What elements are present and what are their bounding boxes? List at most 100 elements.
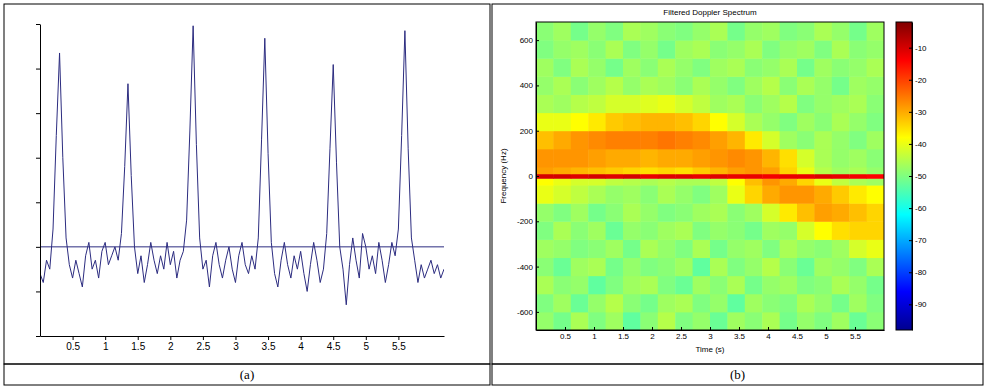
colorbar-tick: -50 (909, 172, 927, 181)
heatmap-cell (571, 167, 589, 174)
heatmap-cell (658, 239, 676, 258)
heatmap-cell (710, 276, 728, 295)
heatmap-cell (710, 174, 728, 179)
heatmap-cell (606, 22, 624, 41)
heatmap-cell (849, 22, 867, 41)
colorbar-tick: -20 (909, 76, 927, 85)
heatmap-cell (867, 113, 884, 132)
x-tick-label: 0.5 (66, 341, 80, 352)
heatmap-cell (693, 40, 711, 59)
heatmap-cell (536, 258, 554, 277)
heatmap-cell (849, 58, 867, 77)
heatmap-cell (675, 58, 693, 77)
heatmap-cell (867, 131, 884, 150)
heatmap-cell (832, 58, 850, 77)
panel-frame (492, 4, 983, 364)
heatmap-cell (727, 131, 745, 150)
heatmap-cell (571, 258, 589, 277)
heatmap-cell (727, 276, 745, 295)
heatmap-cell (849, 76, 867, 95)
x-tick: 1 (592, 327, 597, 341)
heatmap-cell (675, 258, 693, 277)
heatmap-cell (588, 276, 606, 295)
x-tick: 0.5 (560, 327, 572, 341)
heatmap-cell (640, 22, 658, 41)
heatmap-cell (693, 221, 711, 240)
heatmap-cell (797, 94, 815, 113)
x-tick-mark (768, 327, 769, 330)
heatmap-cell (623, 94, 641, 113)
heatmap-cell (780, 178, 798, 185)
colorbar-tick: -90 (909, 300, 927, 309)
heatmap-cell (797, 312, 815, 330)
heatmap-cell (588, 22, 606, 41)
heatmap-cell (623, 312, 641, 330)
heatmap-cell (780, 276, 798, 295)
heatmap-cell (762, 113, 780, 132)
heatmap-cell (553, 40, 571, 59)
heatmap-cell (658, 221, 676, 240)
x-tick: 5 (824, 327, 829, 341)
heatmap-cell (849, 131, 867, 150)
heatmap-cell (693, 167, 711, 174)
heatmap-cell (640, 258, 658, 277)
y-tick (36, 202, 40, 203)
x-tick-mark (826, 327, 827, 330)
heatmap-cell (658, 312, 676, 330)
x-tick: 3 (708, 327, 713, 341)
heatmap-cell (745, 167, 763, 174)
heatmap-cell (745, 58, 763, 77)
heatmap-cell (814, 40, 832, 59)
x-tick-mark (855, 327, 856, 330)
heatmap-cell (658, 276, 676, 295)
x-tick-label: 3.5 (262, 341, 276, 352)
colorbar-tick-mark (909, 304, 912, 305)
heatmap-cell (727, 239, 745, 258)
heatmap-cell (536, 174, 554, 179)
heatmap-cell (588, 58, 606, 77)
x-tick: 4.5 (327, 336, 341, 352)
heatmap-cell (832, 312, 850, 330)
x-tick-mark (652, 327, 653, 330)
heatmap-cell (536, 294, 554, 313)
y-tick: -600 (517, 308, 539, 317)
heatmap-cell (623, 203, 641, 222)
y-tick-label: -400 (517, 263, 534, 272)
y-tick-mark (536, 131, 539, 132)
y-tick-mark (36, 158, 40, 159)
heatmap-cell (536, 94, 554, 113)
x-axis-title: Time (s) (695, 345, 724, 354)
heatmap-cell (710, 185, 728, 204)
x-axis: 0.511.522.533.544.555.5 (537, 327, 885, 341)
x-tick-mark (235, 336, 236, 340)
heatmap-cell (623, 167, 641, 174)
heatmap-cell (762, 22, 780, 41)
heatmap-cell (571, 203, 589, 222)
heatmap-cell (867, 185, 884, 204)
y-tick (36, 69, 40, 70)
heatmap-cell (658, 76, 676, 95)
heatmap-cell (658, 149, 676, 168)
heatmap-cell (588, 149, 606, 168)
heatmap-cell (745, 258, 763, 277)
x-tick-label: 2.5 (196, 341, 210, 352)
heatmap-cell (710, 131, 728, 150)
heatmap-cell (762, 312, 780, 330)
colorbar-tick: -70 (909, 236, 927, 245)
heatmap-cell (710, 167, 728, 174)
heatmap-cell (675, 113, 693, 132)
heatmap-cell (640, 178, 658, 185)
heatmap-cell (571, 40, 589, 59)
heatmap-cell (606, 258, 624, 277)
x-tick: 4 (298, 336, 304, 352)
heatmap-cell (623, 276, 641, 295)
heatmap-cell (536, 312, 554, 330)
colorbar-tick-mark (909, 240, 912, 241)
heatmap-cell (536, 113, 554, 132)
plot-frame (536, 22, 884, 330)
heatmap-cell (606, 174, 624, 179)
heatmap-cell (867, 258, 884, 277)
heatmap-cell (797, 203, 815, 222)
heatmap-cell (867, 76, 884, 95)
colorbar-tick-mark (909, 80, 912, 81)
